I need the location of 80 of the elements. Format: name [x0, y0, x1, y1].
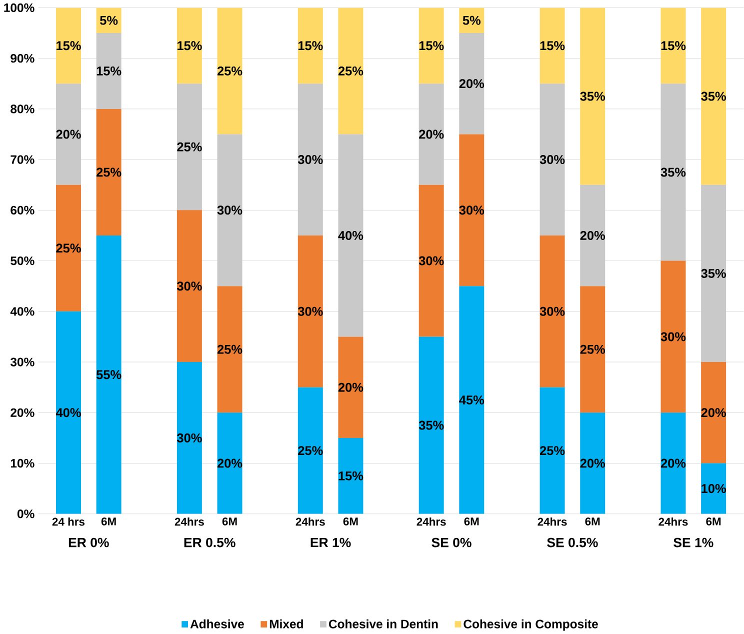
legend-label: Mixed	[270, 619, 303, 628]
data-label: 35%	[701, 269, 726, 278]
data-label: 25%	[217, 344, 242, 354]
text: SE 0.5%	[547, 538, 598, 548]
data-label: 30%	[459, 206, 484, 215]
y-tick-label: 30%	[10, 358, 34, 366]
y-tick-label: 0%	[17, 510, 34, 518]
x-tick-label: 24hrs	[296, 518, 325, 526]
data-label: 15%	[661, 41, 686, 50]
data-label: 35%	[418, 420, 444, 430]
data-label: 30%	[298, 155, 323, 164]
data-label: 25%	[96, 168, 122, 177]
data-label: 30%	[540, 306, 565, 316]
data-label: 20%	[701, 408, 726, 418]
x-tick-label: 6M	[343, 518, 358, 526]
data-label: 25%	[540, 446, 565, 456]
data-label: 15%	[419, 41, 444, 50]
x-tick-label: 6M	[101, 518, 116, 526]
data-label: 15%	[56, 41, 81, 50]
data-label: 15%	[540, 41, 565, 50]
x-tick-label: 6M	[464, 518, 479, 526]
y-tick-label: 50%	[10, 256, 34, 266]
data-label: 5%	[100, 16, 118, 25]
data-label: 15%	[96, 66, 122, 76]
data-label: 55%	[96, 370, 122, 380]
data-label: 25%	[298, 446, 323, 456]
text: SE 1%	[674, 538, 714, 548]
data-label: 25%	[338, 66, 364, 76]
legend-label: Cohesive in Dentin	[328, 619, 438, 628]
data-label: 15%	[298, 41, 323, 50]
data-label: 45%	[459, 396, 484, 405]
data-label: 25%	[56, 244, 81, 253]
y-tick-label: 100%	[4, 3, 34, 12]
data-label: 25%	[217, 66, 242, 76]
data-label: 5%	[462, 16, 481, 25]
x-tick-label: 24hrs	[658, 518, 688, 526]
data-label: 40%	[56, 408, 81, 418]
text: ER 0.5%	[184, 538, 236, 548]
text: ER 1%	[310, 538, 351, 548]
data-label: 20%	[580, 458, 606, 468]
x-tick-label: 24hrs	[416, 518, 446, 526]
data-label: 20%	[217, 458, 242, 468]
x-tick-label: 6M	[706, 518, 721, 526]
data-label: 20%	[660, 458, 686, 468]
y-tick-label: 70%	[10, 155, 34, 164]
data-label: 20%	[580, 231, 606, 240]
data-label: 25%	[580, 344, 606, 354]
data-label: 15%	[178, 41, 202, 50]
data-label: 30%	[418, 256, 444, 266]
data-label: 35%	[660, 168, 686, 177]
data-label: 30%	[217, 206, 242, 215]
y-tick-label: 10%	[10, 459, 34, 468]
data-label: 20%	[338, 382, 364, 392]
x-tick-label: 6M	[222, 518, 237, 526]
data-label: 30%	[176, 434, 202, 443]
y-tick-label: 20%	[10, 408, 34, 418]
y-tick-label: 90%	[10, 54, 34, 63]
x-tick-label: 24 hrs	[52, 518, 85, 526]
data-label: 30%	[298, 306, 323, 316]
y-tick-label: 40%	[10, 307, 34, 316]
data-label: 30%	[660, 332, 686, 342]
data-label: 40%	[338, 231, 364, 240]
legend-label: Cohesive in Composite	[464, 619, 598, 631]
data-label: 35%	[701, 92, 726, 101]
data-label: 25%	[177, 142, 202, 152]
data-label: 20%	[459, 79, 484, 88]
data-label: 10%	[702, 484, 726, 494]
data-label: 30%	[176, 282, 202, 291]
y-tick-label: 80%	[10, 104, 34, 114]
y-tick-label: 60%	[10, 206, 34, 215]
data-label: 20%	[56, 130, 81, 139]
x-tick-label: 24hrs	[174, 518, 204, 526]
legend-label: Adhesive	[190, 619, 244, 628]
data-label: 30%	[540, 155, 565, 164]
data-label: 35%	[580, 92, 606, 101]
x-tick-label: 6M	[585, 518, 600, 526]
x-tick-label: 24hrs	[538, 518, 567, 526]
data-label: 20%	[419, 130, 444, 139]
text: SE 0%	[432, 538, 472, 548]
text: ER 0%	[68, 538, 109, 548]
